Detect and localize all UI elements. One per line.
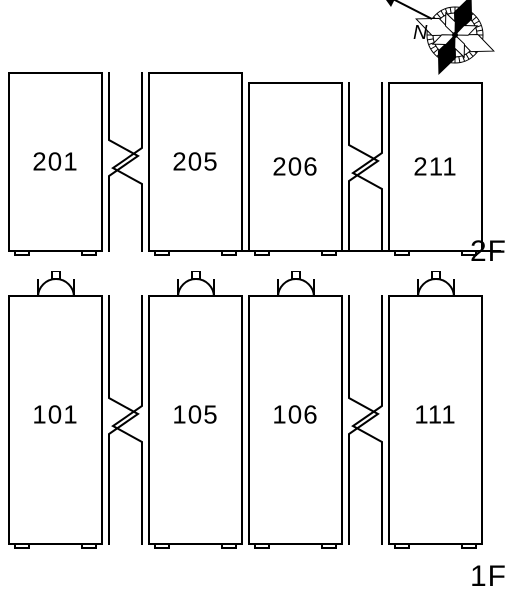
section-break: [343, 295, 388, 545]
unit-105: 105: [148, 295, 243, 545]
unit-label: 101: [32, 400, 78, 431]
unit-106: 106: [248, 295, 343, 545]
unit-foot: [221, 250, 237, 256]
baseline-2f: [243, 250, 501, 252]
section-break: [343, 82, 388, 252]
section-break: [103, 72, 148, 252]
unit-foot: [14, 543, 30, 549]
unit-foot: [14, 250, 30, 256]
unit-211: 211: [388, 82, 483, 252]
unit-foot: [321, 543, 337, 549]
unit-206: 206: [248, 82, 343, 252]
unit-label: 201: [32, 147, 78, 178]
unit-foot: [154, 543, 170, 549]
unit-label: 206: [272, 152, 318, 183]
unit-205: 205: [148, 72, 243, 252]
north-label: N: [413, 22, 427, 45]
unit-label: 211: [413, 152, 457, 183]
unit-foot: [221, 543, 237, 549]
unit-foot: [254, 543, 270, 549]
unit-label: 105: [172, 400, 218, 431]
unit-foot: [81, 543, 97, 549]
floor-label: 1F: [470, 560, 507, 594]
unit-111: 111: [388, 295, 483, 545]
unit-201: 201: [8, 72, 103, 252]
unit-foot: [81, 250, 97, 256]
unit-foot: [461, 543, 477, 549]
unit-foot: [154, 250, 170, 256]
unit-101: 101: [8, 295, 103, 545]
floor-plan-canvas: N 201 205 206 211 101 105 106 111: [0, 0, 508, 600]
unit-label: 106: [272, 400, 318, 431]
section-break: [103, 295, 148, 545]
unit-foot: [394, 543, 410, 549]
unit-label: 205: [172, 147, 218, 178]
unit-label: 111: [414, 400, 457, 431]
floor-label: 2F: [470, 235, 507, 269]
north-arrow: [377, 0, 437, 27]
